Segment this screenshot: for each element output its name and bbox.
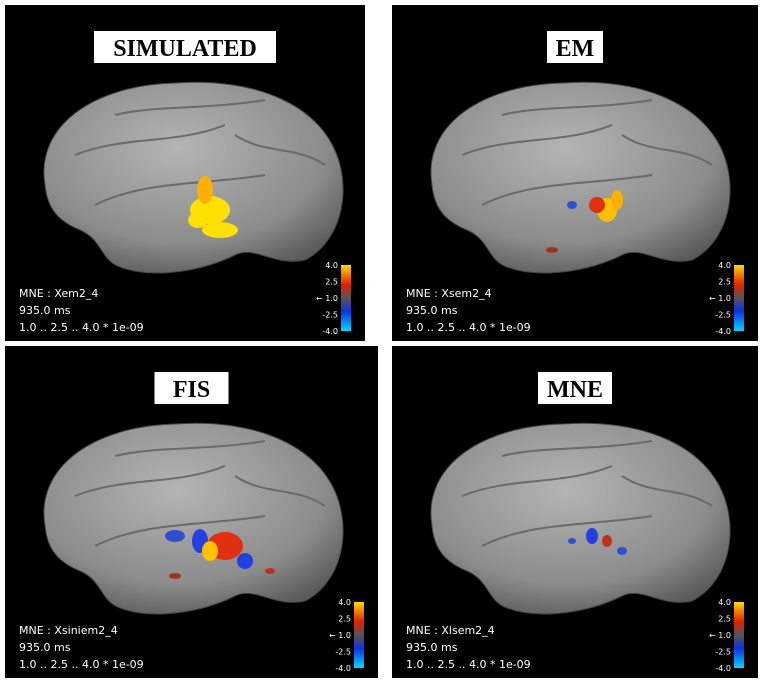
sulcus bbox=[114, 440, 266, 457]
activation bbox=[568, 538, 576, 544]
brain bbox=[430, 422, 731, 615]
sulcus bbox=[621, 134, 713, 166]
sulcus bbox=[461, 465, 613, 497]
sulcus bbox=[94, 174, 266, 206]
activation bbox=[202, 222, 238, 238]
sulcus bbox=[501, 440, 653, 457]
colorbar-label: -2.5 bbox=[715, 648, 731, 657]
source-name: MNE : Xsiniem2_4 bbox=[19, 624, 118, 637]
title-box bbox=[547, 31, 603, 63]
source-name: MNE : Xsem2_4 bbox=[406, 287, 492, 300]
panel-title: MNE bbox=[547, 377, 603, 403]
activation bbox=[202, 541, 218, 561]
sulcus bbox=[621, 475, 713, 507]
activation bbox=[617, 547, 627, 555]
scale: 1.0 .. 2.5 .. 4.0 * 1e-09 bbox=[406, 658, 531, 671]
activation bbox=[589, 197, 605, 213]
time: 935.0 ms bbox=[19, 641, 71, 654]
activation bbox=[165, 530, 185, 542]
sulcus bbox=[234, 134, 326, 166]
sulcus bbox=[461, 124, 613, 156]
activation bbox=[602, 535, 612, 547]
time: 935.0 ms bbox=[19, 304, 71, 317]
title-box bbox=[94, 31, 276, 63]
colorbar-label: -2.5 bbox=[322, 311, 338, 320]
time: 935.0 ms bbox=[406, 304, 458, 317]
panel-title: EM bbox=[556, 36, 595, 62]
sulcus bbox=[74, 124, 226, 156]
activation bbox=[237, 553, 253, 569]
colorbar-label: 4.0 bbox=[718, 598, 731, 607]
time: 935.0 ms bbox=[406, 641, 458, 654]
source-name: MNE : Xem2_4 bbox=[19, 287, 98, 300]
colorbar-label: 2.5 bbox=[718, 615, 731, 624]
colorbar-label: ← 1.0 bbox=[709, 294, 731, 303]
panel: EM MNE : Xsem2_4 935.0 ms 1.0 .. 2.5 .. 4.0… bbox=[392, 5, 758, 341]
colorbar-label: 2.5 bbox=[325, 278, 338, 287]
title-box bbox=[154, 372, 229, 404]
activation bbox=[265, 568, 275, 574]
colorbar bbox=[734, 265, 744, 331]
sulcus bbox=[481, 515, 653, 547]
activation bbox=[586, 528, 598, 544]
panel: FIS MNE : Xsiniem2_4 935.0 ms 1.0 .. 2.5 ..… bbox=[5, 346, 378, 678]
colorbar-label: -4.0 bbox=[715, 664, 731, 673]
colorbar bbox=[341, 265, 351, 331]
panel: SIMULATED MNE : Xem2_4 935.0 ms 1.0 .. 2.5 … bbox=[5, 5, 365, 341]
activation bbox=[567, 201, 577, 209]
colorbar bbox=[354, 602, 364, 668]
sulcus bbox=[94, 515, 266, 547]
sulcus bbox=[501, 99, 653, 116]
title-box bbox=[538, 372, 612, 404]
colorbar-label: -2.5 bbox=[715, 311, 731, 320]
activation bbox=[546, 247, 558, 253]
colorbar-label: 2.5 bbox=[338, 615, 351, 624]
colorbar-label: 4.0 bbox=[718, 261, 731, 270]
panel-title: SIMULATED bbox=[113, 36, 257, 62]
scale: 1.0 .. 2.5 .. 4.0 * 1e-09 bbox=[19, 658, 144, 671]
colorbar-label: -4.0 bbox=[335, 664, 351, 673]
activation bbox=[169, 573, 181, 579]
panel: MNE MNE : Xlsem2_4 935.0 ms 1.0 .. 2.5 .. 4… bbox=[392, 346, 758, 678]
brain bbox=[430, 81, 731, 274]
colorbar-label: ← 1.0 bbox=[316, 294, 338, 303]
colorbar-label: ← 1.0 bbox=[329, 631, 351, 640]
sulcus bbox=[74, 465, 226, 497]
activation bbox=[188, 212, 208, 228]
colorbar-label: 2.5 bbox=[718, 278, 731, 287]
scale: 1.0 .. 2.5 .. 4.0 * 1e-09 bbox=[406, 321, 531, 334]
brain bbox=[43, 81, 344, 274]
colorbar-label: -4.0 bbox=[715, 327, 731, 336]
colorbar-label: ← 1.0 bbox=[709, 631, 731, 640]
colorbar-label: -2.5 bbox=[335, 648, 351, 657]
sulcus bbox=[114, 99, 266, 116]
panel-title: FIS bbox=[173, 377, 210, 403]
activation bbox=[611, 190, 623, 210]
sulcus bbox=[481, 174, 653, 206]
colorbar-label: 4.0 bbox=[338, 598, 351, 607]
brain bbox=[43, 422, 344, 615]
sulcus bbox=[234, 475, 326, 507]
colorbar-label: 4.0 bbox=[325, 261, 338, 270]
source-name: MNE : Xlsem2_4 bbox=[406, 624, 495, 637]
activation bbox=[197, 176, 213, 204]
colorbar-label: -4.0 bbox=[322, 327, 338, 336]
colorbar bbox=[734, 602, 744, 668]
scale: 1.0 .. 2.5 .. 4.0 * 1e-09 bbox=[19, 321, 144, 334]
